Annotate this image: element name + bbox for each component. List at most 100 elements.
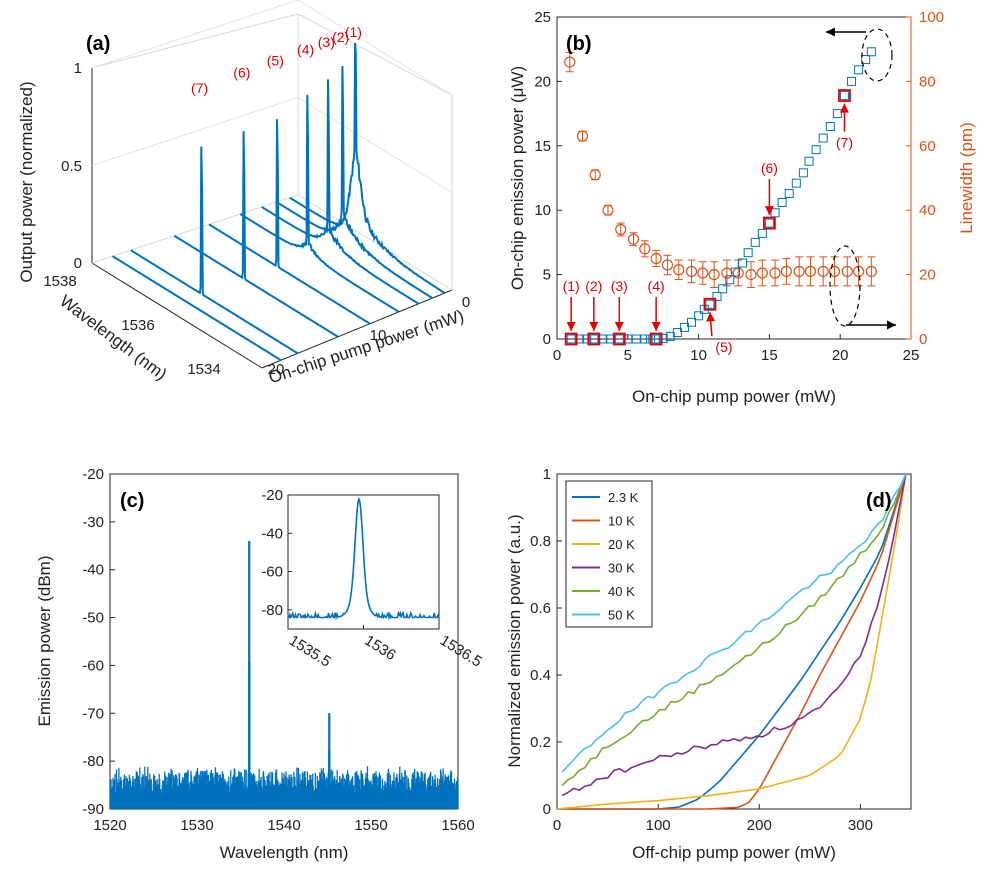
panel-a-zgrid-left-0 [91,97,299,166]
panel-b-emission-point [640,334,650,344]
panel-d-legend-label: 50 K [608,608,635,623]
panel-d: 0 100 200 300 0 0.2 0.4 0.6 0.8 1 2.3 K 10 K 20 K 3… [505,466,912,862]
panel-b-highlight-point [612,332,626,346]
panel-c-spectrum [109,541,459,809]
panel-b-ltick: 25 [534,9,551,26]
panel-b-arrow-to-left-axis-head [826,27,835,37]
panel-b-emission-point [737,258,747,268]
panel-b-annotation-arrow-head [839,103,849,113]
panel-b-linewidth-point [804,265,817,277]
panel-c-ytick: -70 [82,705,104,722]
panel-b-emission-point [694,311,704,321]
panel-c-xtick: 1520 [93,817,126,834]
panel-b-annotation: (3) [611,278,628,294]
panel-b-rtick: 60 [919,138,936,155]
panel-c-inset-ytick: -20 [261,487,283,504]
panel-b-emission-point [750,237,760,247]
panel-b-emission-point [839,91,849,101]
panel-a-wltick: 1536 [121,317,154,334]
panel-b-rtick: 40 [919,202,936,219]
panel-b-emission-point [743,248,753,258]
panel-b-annotations: (1) (2) (3) (4) (5) (6) (7) [563,27,896,355]
panel-c-ytick: -30 [82,514,104,531]
panel-c-y-ticks: -20 -30 -40 -50 -60 -70 -80 -90 [82,466,115,818]
panel-c-ytick: -20 [82,466,104,483]
panel-b-ltick: 10 [534,202,551,219]
panel-d-ytick: 0 [543,801,551,818]
panel-d-ytick: 0.4 [530,667,551,684]
panel-b-linewidth-point [602,204,614,216]
panel-b-x-ticks: 0 5 10 15 20 25 [553,334,919,364]
panel-b-linewidth-point [793,265,805,277]
panel-b-ltick: 5 [543,267,551,284]
panel-b-emission-point [791,178,801,188]
panel-b-emission-point [705,299,715,309]
panel-a-pumptick: 0 [462,294,470,311]
panel-b-linewidth-point [828,265,841,277]
panel-b-linewidth-point [650,252,662,265]
panel-c-ytick: -90 [82,801,104,818]
panel-c-label: (c) [120,490,144,512]
panel-c-xlabel: Wavelength (nm) [220,843,349,862]
panel-b-ltick: 20 [534,73,551,90]
panel-b-emission-point [764,218,774,228]
panel-b-highlight-point [649,332,663,346]
panel-a-pumptick: 20 [268,361,285,378]
panel-b-linewidth-point [564,56,576,68]
panel-b-linewidth-point [769,267,781,279]
panel-d-ytick: 0.8 [530,533,551,550]
panel-b-linewidth-point [697,267,709,279]
panel-c-spectrum-trace [109,541,459,809]
panel-b-emission-point [679,322,689,332]
panel-b-linewidth-point [865,265,877,277]
panel-a-floor-right [297,194,453,291]
panel-a-annotations: (7) (6) (5) (4) (3)(2)(1) [191,24,362,96]
panel-d-xtick: 0 [553,817,561,834]
panel-b-xtick: 10 [690,347,707,364]
panel-b-emission-point [687,317,697,327]
panel-b-annotation: (5) [715,339,732,355]
panel-a-zgrid-right-1 [297,0,453,96]
panel-b-label: (b) [566,33,592,55]
panel-b-emission-point [861,55,871,65]
panel-b-linewidth-point [817,265,829,277]
panel-b-emission-point [832,109,842,119]
panel-a-spectrum-curve [208,119,371,325]
panel-d-series-line [556,473,907,810]
panel-b-arrow-to-right-axis-head [887,320,896,330]
panel-b-linewidth-point [721,267,733,279]
panel-b-emission-point [658,333,668,343]
panel-b-xlabel: On-chip pump power (mW) [632,387,836,406]
panel-b-emission-series [564,47,876,346]
panel-b-annotation: (1) [563,278,580,294]
panel-a-spectrum-curve [239,94,400,313]
panel-a-spectrum-curve [289,42,445,294]
panel-b-ylabel-left: On-chip emission power (μW) [508,66,527,290]
panel-c-xtick: 1540 [267,817,300,834]
panel-b-ellipse-linewidth [829,245,861,327]
panel-a-ztick: 0.5 [61,158,82,175]
panel-b-linewidth-point [615,223,627,236]
panel-b-highlight-point [703,297,717,311]
panel-a-ylabel: On-chip pump power (mW) [266,306,466,387]
panel-a-spectrum-curve [276,65,433,299]
panel-c-xtick: 1550 [354,817,387,834]
panel-b-annotation: (2) [585,278,602,294]
panel-d-legend-label: 2.3 K [608,490,639,505]
panel-b-linewidth-point [756,267,768,279]
panel-b-emission-point [798,168,808,178]
panel-a-zgrid-right-0 [297,97,453,193]
panel-d-x-ticks: 0 100 200 300 [553,804,873,834]
panel-d-ylabel: Normalized emission power (a.u.) [505,514,524,767]
panel-d-xtick: 200 [747,817,772,834]
panel-a-axis-pump [261,289,453,369]
panel-b-highlight-point [763,216,776,230]
panel-d-legend-box [565,480,653,628]
panel-d-series-line [561,473,907,797]
panel-a-curve-label: (4) [297,42,314,58]
panel-b-annotation-arrow-head [614,322,624,331]
panel-b-rtick: 80 [919,73,936,90]
panel-a-ztick: 0 [74,255,82,272]
panel-b-ltick: 0 [543,331,551,348]
panel-b-emission-point [811,145,821,155]
